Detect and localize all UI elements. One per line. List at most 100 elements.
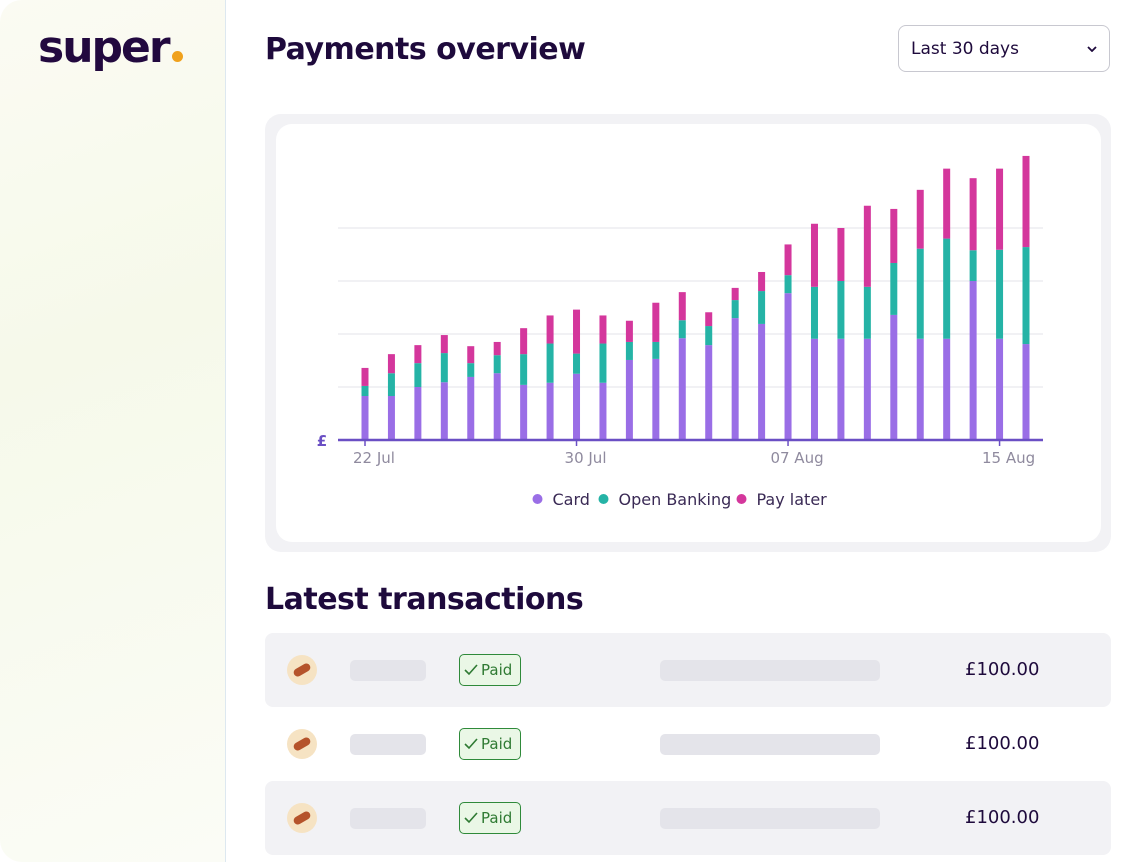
bar-segment: [520, 328, 528, 355]
bar-segment: [784, 275, 792, 294]
placeholder: [660, 660, 880, 681]
bar-segment: [652, 302, 660, 342]
x-tick-label: 07 Aug: [770, 449, 823, 467]
bar-segment: [678, 320, 686, 339]
transaction-row[interactable]: Paid £100.00: [265, 781, 1111, 855]
bar-segment: [810, 338, 818, 440]
bar-segment: [599, 343, 607, 383]
bar-segment: [705, 326, 713, 346]
placeholder: [660, 734, 880, 755]
bar-segment: [837, 281, 845, 339]
legend-dot: [736, 494, 747, 504]
bar-segment: [731, 300, 739, 319]
bar-segment: [969, 178, 977, 251]
bar-segment: [599, 315, 607, 344]
merchant-icon: [287, 655, 317, 685]
placeholder: [660, 808, 880, 829]
bar-segment: [678, 338, 686, 440]
check-icon: [464, 812, 478, 824]
bar-segment: [890, 208, 898, 263]
bar-segment: [625, 359, 633, 440]
bar-segment: [573, 309, 581, 354]
chart-panel: 22 Jul 30 Jul 07 Aug 15 Aug £ Card Open Bankin…: [276, 124, 1101, 542]
bar-segment: [758, 271, 766, 292]
bar-segment: [810, 286, 818, 339]
bar-segment: [493, 355, 501, 374]
bar-segment: [969, 250, 977, 281]
status-badge: Paid: [459, 654, 522, 686]
bar-segment: [678, 292, 686, 321]
bar-segment: [387, 396, 395, 440]
placeholder: [350, 808, 426, 829]
bar-segment: [573, 353, 581, 374]
bar-segment: [863, 205, 871, 287]
bar-segment: [1022, 247, 1030, 345]
bar-segment: [414, 387, 422, 440]
sidebar: super: [0, 0, 226, 862]
bar-segment: [916, 338, 924, 440]
chart-card: 22 Jul 30 Jul 07 Aug 15 Aug £ Card Open Bankin…: [265, 114, 1111, 552]
legend-dot: [532, 494, 543, 504]
bar-segment: [916, 189, 924, 249]
bar-segment: [996, 338, 1004, 440]
range-select[interactable]: Last 30 days: [898, 25, 1110, 72]
bar-segment: [546, 315, 554, 344]
bar-segment: [810, 223, 818, 287]
bar-segment: [361, 385, 369, 397]
bar-segment: [440, 382, 448, 440]
bar-segment: [943, 338, 951, 440]
bar-segment: [361, 396, 369, 440]
bar-segment: [890, 262, 898, 315]
bar-segment: [652, 358, 660, 440]
bar-segment: [414, 345, 422, 364]
status-badge: Paid: [459, 802, 522, 834]
status-text: Paid: [481, 809, 513, 827]
legend-dot: [598, 494, 609, 504]
bar-segment: [943, 168, 951, 239]
bar-segment: [387, 354, 395, 374]
bar-segment: [1022, 155, 1030, 248]
transaction-row[interactable]: Paid £100.00: [265, 707, 1111, 781]
bar-segment: [996, 249, 1004, 339]
bar-segment: [784, 244, 792, 276]
bar-segment: [731, 318, 739, 440]
bar-segment: [996, 168, 1004, 250]
amount: £100.00: [965, 807, 1040, 828]
select-value: Last 30 days: [911, 38, 1019, 59]
bar-segment: [863, 286, 871, 339]
section-title: Latest transactions: [265, 582, 584, 617]
chart: 22 Jul 30 Jul 07 Aug 15 Aug £ Card Open Bankin…: [317, 155, 1043, 509]
bar-segment: [837, 338, 845, 440]
status-badge: Paid: [459, 728, 522, 760]
bar-segment: [705, 345, 713, 440]
bar-segment: [573, 373, 581, 440]
bar-segment: [493, 341, 501, 356]
legend-label: Card: [553, 490, 590, 509]
status-text: Paid: [481, 735, 513, 753]
bar-segment: [440, 335, 448, 354]
legend-label: Pay later: [757, 490, 828, 509]
transaction-row[interactable]: Paid £100.00: [265, 633, 1111, 707]
bar-segment: [758, 291, 766, 324]
x-tick-label: 22 Jul: [353, 449, 395, 467]
merchant-icon: [287, 803, 317, 833]
bar-segment: [414, 363, 422, 387]
placeholder: [350, 734, 426, 755]
merchant-icon: [287, 729, 317, 759]
bar-segment: [969, 281, 977, 440]
bar-segment: [784, 293, 792, 440]
bar-segment: [493, 373, 501, 440]
bar-segment: [467, 346, 475, 364]
bar-segment: [467, 376, 475, 440]
check-icon: [464, 664, 478, 676]
bar-segment: [916, 248, 924, 339]
bar-segment: [837, 228, 845, 281]
bar-segment: [625, 320, 633, 342]
bar-segment: [731, 287, 739, 301]
amount: £100.00: [965, 733, 1040, 754]
logo[interactable]: super: [38, 22, 183, 73]
bar-segment: [599, 382, 607, 440]
bar-segment: [387, 373, 395, 397]
bar-segment: [1022, 344, 1030, 440]
